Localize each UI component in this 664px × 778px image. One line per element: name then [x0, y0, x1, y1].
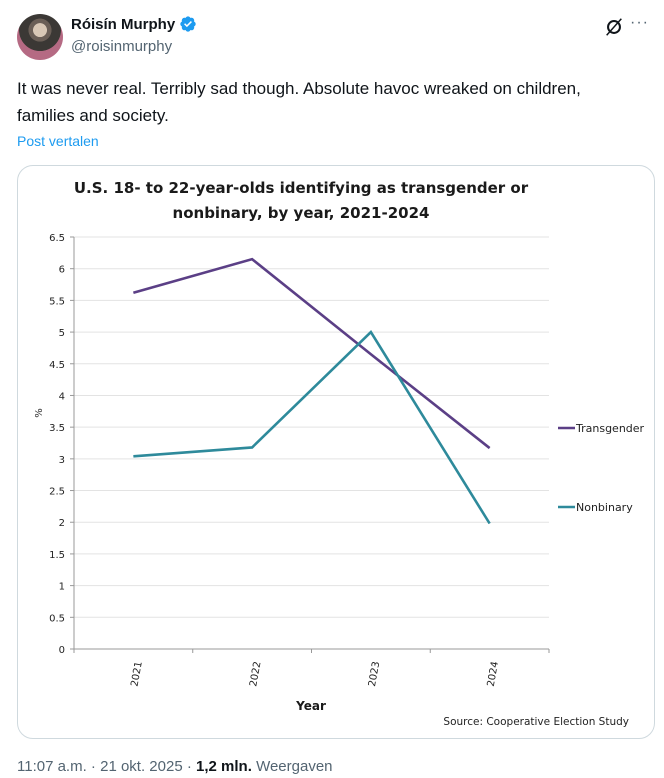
verified-badge-icon [180, 16, 196, 32]
y-tick-label: 4 [59, 391, 65, 402]
line-chart: U.S. 18- to 22-year-olds identifying as … [34, 179, 645, 728]
translate-post-link[interactable]: Post vertalen [17, 133, 99, 149]
legend-label: Transgender [575, 422, 645, 435]
y-axis-label: % [34, 408, 45, 418]
views-label: Weergaven [256, 758, 333, 775]
y-tick-label: 1 [59, 582, 65, 593]
y-tick-label: 4.5 [49, 360, 65, 371]
y-tick-label: 5 [59, 328, 65, 339]
y-tick-label: 0.5 [49, 613, 65, 624]
tweet-text: It was never real. Terribly sad though. … [17, 79, 581, 125]
grok-icon[interactable] [603, 16, 625, 38]
x-tick-label: 2022 [248, 661, 263, 688]
x-tick-label: 2023 [367, 661, 382, 688]
y-tick-label: 3 [59, 455, 65, 466]
y-tick-label: 5.5 [49, 296, 65, 307]
post-time[interactable]: 11:07 a.m. [17, 758, 87, 775]
post-metadata: 11:07 a.m. · 21 okt. 2025 · 1,2 mln. Wee… [17, 758, 333, 775]
handle[interactable]: @roisinmurphy [71, 38, 173, 55]
display-name[interactable]: Róisín Murphy [71, 15, 176, 33]
y-tick-label: 2 [59, 518, 65, 529]
y-tick-label: 6 [59, 265, 65, 276]
more-horizontal-icon[interactable]: ··· [630, 14, 649, 31]
y-tick-label: 1.5 [49, 550, 65, 561]
series-line-nonbinary [133, 330, 491, 525]
chart-title-line-2: nonbinary, by year, 2021-2024 [173, 204, 430, 222]
chart-image-card[interactable]: U.S. 18- to 22-year-olds identifying as … [17, 165, 655, 739]
author-name-row: Róisín Murphy [71, 15, 197, 33]
legend-label: Nonbinary [576, 501, 633, 514]
y-tick-label: 3.5 [49, 423, 65, 434]
post-date[interactable]: 21 okt. 2025 [100, 758, 183, 775]
y-tick-label: 6.5 [49, 233, 65, 244]
x-tick-label: 2024 [486, 661, 501, 688]
separator: · [182, 758, 197, 775]
x-tick-label: 2021 [129, 661, 144, 688]
chart-source: Source: Cooperative Election Study [443, 716, 629, 728]
chart-title-line-1: U.S. 18- to 22-year-olds identifying as … [74, 179, 529, 197]
avatar[interactable] [17, 14, 63, 60]
x-axis-label: Year [295, 699, 326, 713]
separator: · [86, 758, 101, 775]
y-tick-label: 0 [59, 645, 65, 656]
views-count: 1,2 mln. [196, 758, 252, 775]
series-line-transgender [133, 257, 491, 450]
y-tick-label: 2.5 [49, 487, 65, 498]
